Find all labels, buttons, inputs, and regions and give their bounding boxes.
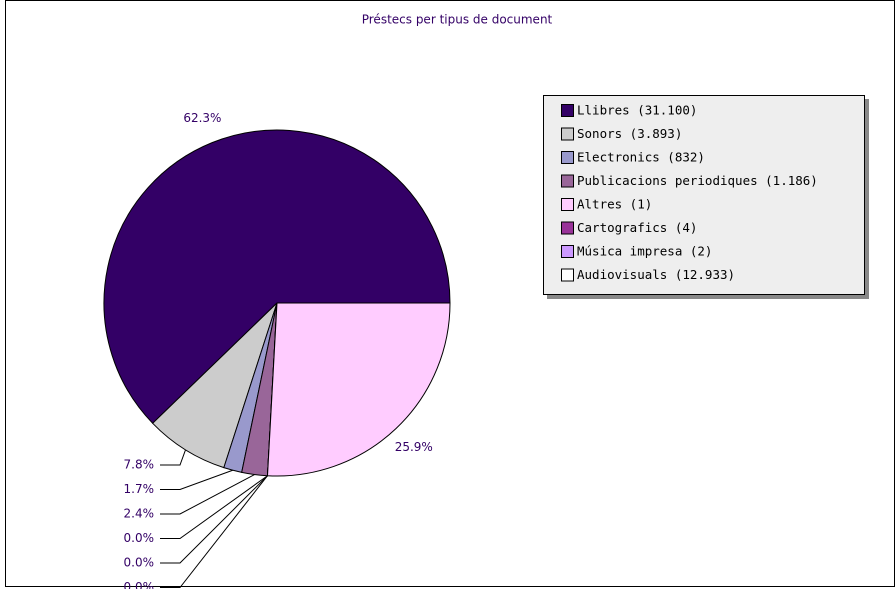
slice-label: 7.8%: [124, 458, 155, 472]
legend: [543, 95, 865, 295]
pie-slice: [103, 129, 451, 425]
leader-line: [160, 475, 268, 588]
legend-label: Cartografics (4): [577, 220, 697, 235]
slice-label: 2.4%: [124, 507, 155, 521]
legend-label: Publicacions periodiques (1.186): [577, 173, 818, 188]
legend-label: Altres (1): [577, 197, 652, 212]
legend-swatch: [561, 268, 574, 282]
legend-swatch: [561, 198, 574, 211]
legend-swatch: [561, 245, 574, 258]
legend-label: Música impresa (2): [577, 244, 712, 259]
legend-swatch: [561, 221, 574, 235]
leader-line: [160, 475, 268, 564]
legend-label: Sonors (3.893): [577, 126, 682, 141]
chart-title: Préstecs per tipus de document: [362, 13, 553, 27]
slice-label: 1.7%: [124, 482, 155, 496]
legend-swatch: [561, 127, 574, 141]
legend-label: Audiovisuals (12.933): [577, 267, 735, 282]
slice-label: 62.3%: [183, 111, 221, 125]
legend-swatch: [561, 151, 574, 164]
slice-label: 25.9%: [395, 440, 433, 454]
leader-line: [160, 449, 187, 466]
slice-label: 0.0%: [124, 580, 155, 589]
legend-swatch: [561, 174, 574, 188]
leader-line: [160, 469, 233, 490]
legend-label: Llibres (31.100): [577, 103, 697, 118]
legend-label: Electronics (832): [577, 150, 705, 165]
legend-swatch: [561, 104, 574, 117]
leader-line: [160, 475, 268, 539]
slice-label: 0.0%: [124, 531, 155, 545]
leader-line: [160, 474, 255, 515]
pie-slice: [266, 302, 451, 477]
slice-label: 0.0%: [124, 556, 155, 570]
